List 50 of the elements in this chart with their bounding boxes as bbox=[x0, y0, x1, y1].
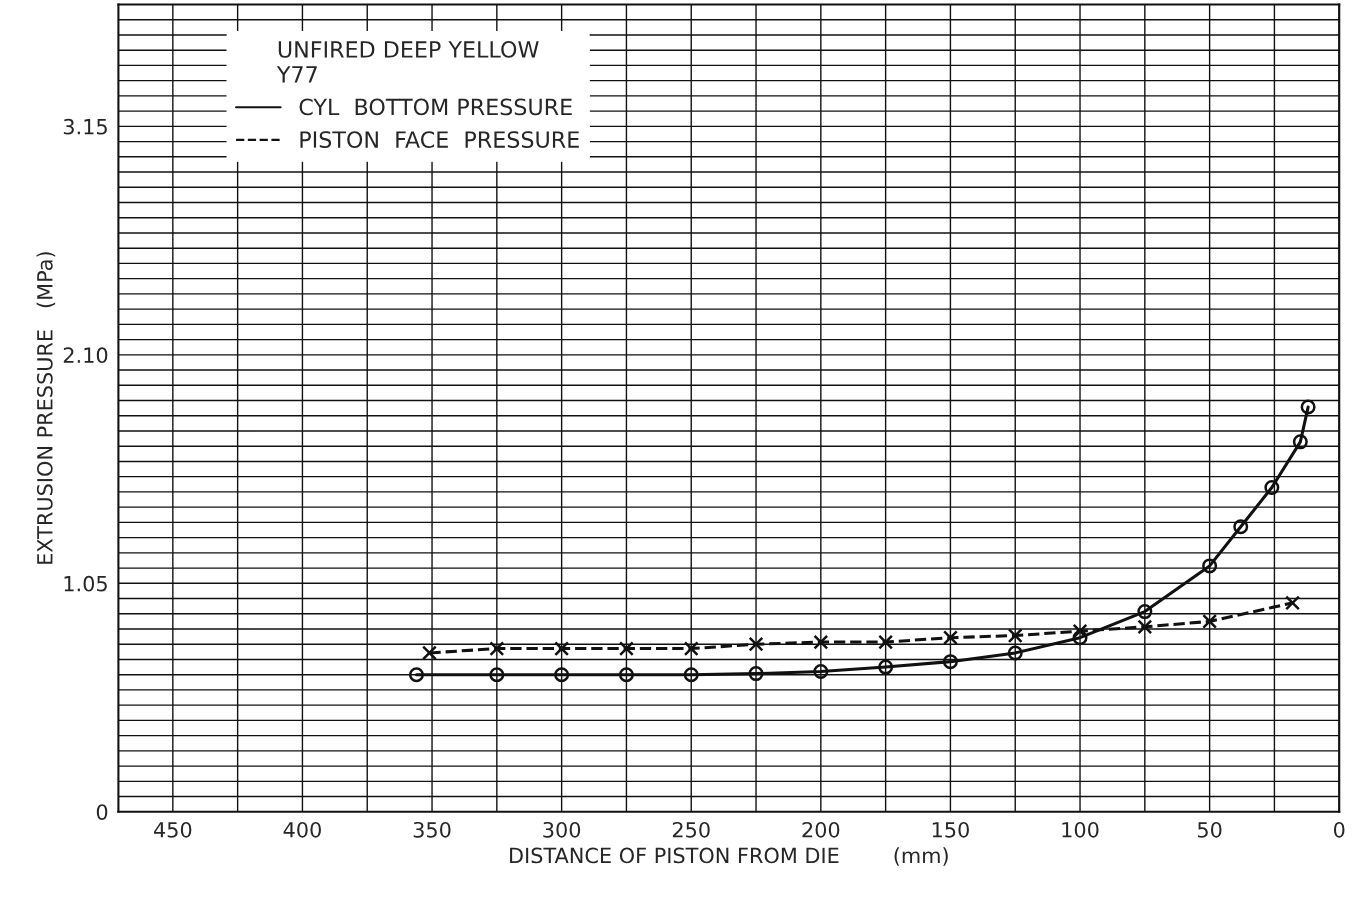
legend-label: PISTON FACE PRESSURE bbox=[300, 131, 579, 148]
point bbox=[1202, 558, 1218, 574]
y-axis-title: EXTRUSION PRESSURE (MPa) bbox=[36, 252, 56, 564]
x-tick-label: 200 bbox=[802, 821, 840, 838]
x-tick-label: 400 bbox=[283, 821, 321, 838]
x-tick-label: 300 bbox=[543, 821, 581, 838]
x-tick-label: 250 bbox=[672, 821, 710, 838]
point bbox=[1233, 519, 1249, 535]
point bbox=[1292, 434, 1308, 450]
point bbox=[683, 641, 699, 657]
point bbox=[942, 630, 958, 646]
point bbox=[1285, 595, 1301, 611]
legend-title: UNFIRED DEEP YELLOW Y77 bbox=[276, 41, 539, 83]
point bbox=[1137, 604, 1153, 620]
x-tick-label: 350 bbox=[413, 821, 451, 838]
x-tick-label: 0 bbox=[1333, 821, 1345, 838]
point bbox=[878, 634, 894, 650]
point bbox=[618, 667, 634, 683]
point bbox=[489, 667, 505, 683]
point bbox=[683, 667, 699, 683]
point bbox=[489, 641, 505, 657]
point bbox=[554, 667, 570, 683]
y-tick-label: 2.10 bbox=[63, 347, 108, 364]
point bbox=[748, 636, 764, 652]
x-tick-label: 150 bbox=[932, 821, 969, 838]
point bbox=[1072, 630, 1088, 646]
point bbox=[1202, 613, 1218, 629]
point bbox=[618, 641, 634, 657]
point bbox=[1137, 619, 1153, 635]
legend-label: CYL BOTTOM PRESSURE bbox=[299, 98, 572, 116]
point bbox=[421, 645, 437, 661]
point bbox=[1264, 480, 1280, 496]
point bbox=[1072, 623, 1088, 639]
point bbox=[1007, 628, 1023, 644]
y-tick-label: 0 bbox=[96, 804, 108, 820]
point bbox=[408, 667, 424, 683]
y-tick-label: 3.15 bbox=[63, 118, 107, 135]
point bbox=[1007, 645, 1023, 661]
x-axis-title: DISTANCE OF PISTON FROM DIE (mm) bbox=[510, 847, 948, 866]
point bbox=[1300, 399, 1316, 415]
point bbox=[554, 641, 570, 657]
point bbox=[813, 634, 829, 650]
x-tick-label: 450 bbox=[153, 821, 192, 838]
point bbox=[813, 663, 829, 679]
point bbox=[942, 654, 958, 670]
x-tick-label: 100 bbox=[1062, 821, 1099, 838]
point bbox=[748, 666, 764, 682]
point bbox=[878, 659, 894, 675]
x-tick-label: 50 bbox=[1197, 821, 1222, 838]
y-tick-label: 1.05 bbox=[64, 575, 107, 592]
